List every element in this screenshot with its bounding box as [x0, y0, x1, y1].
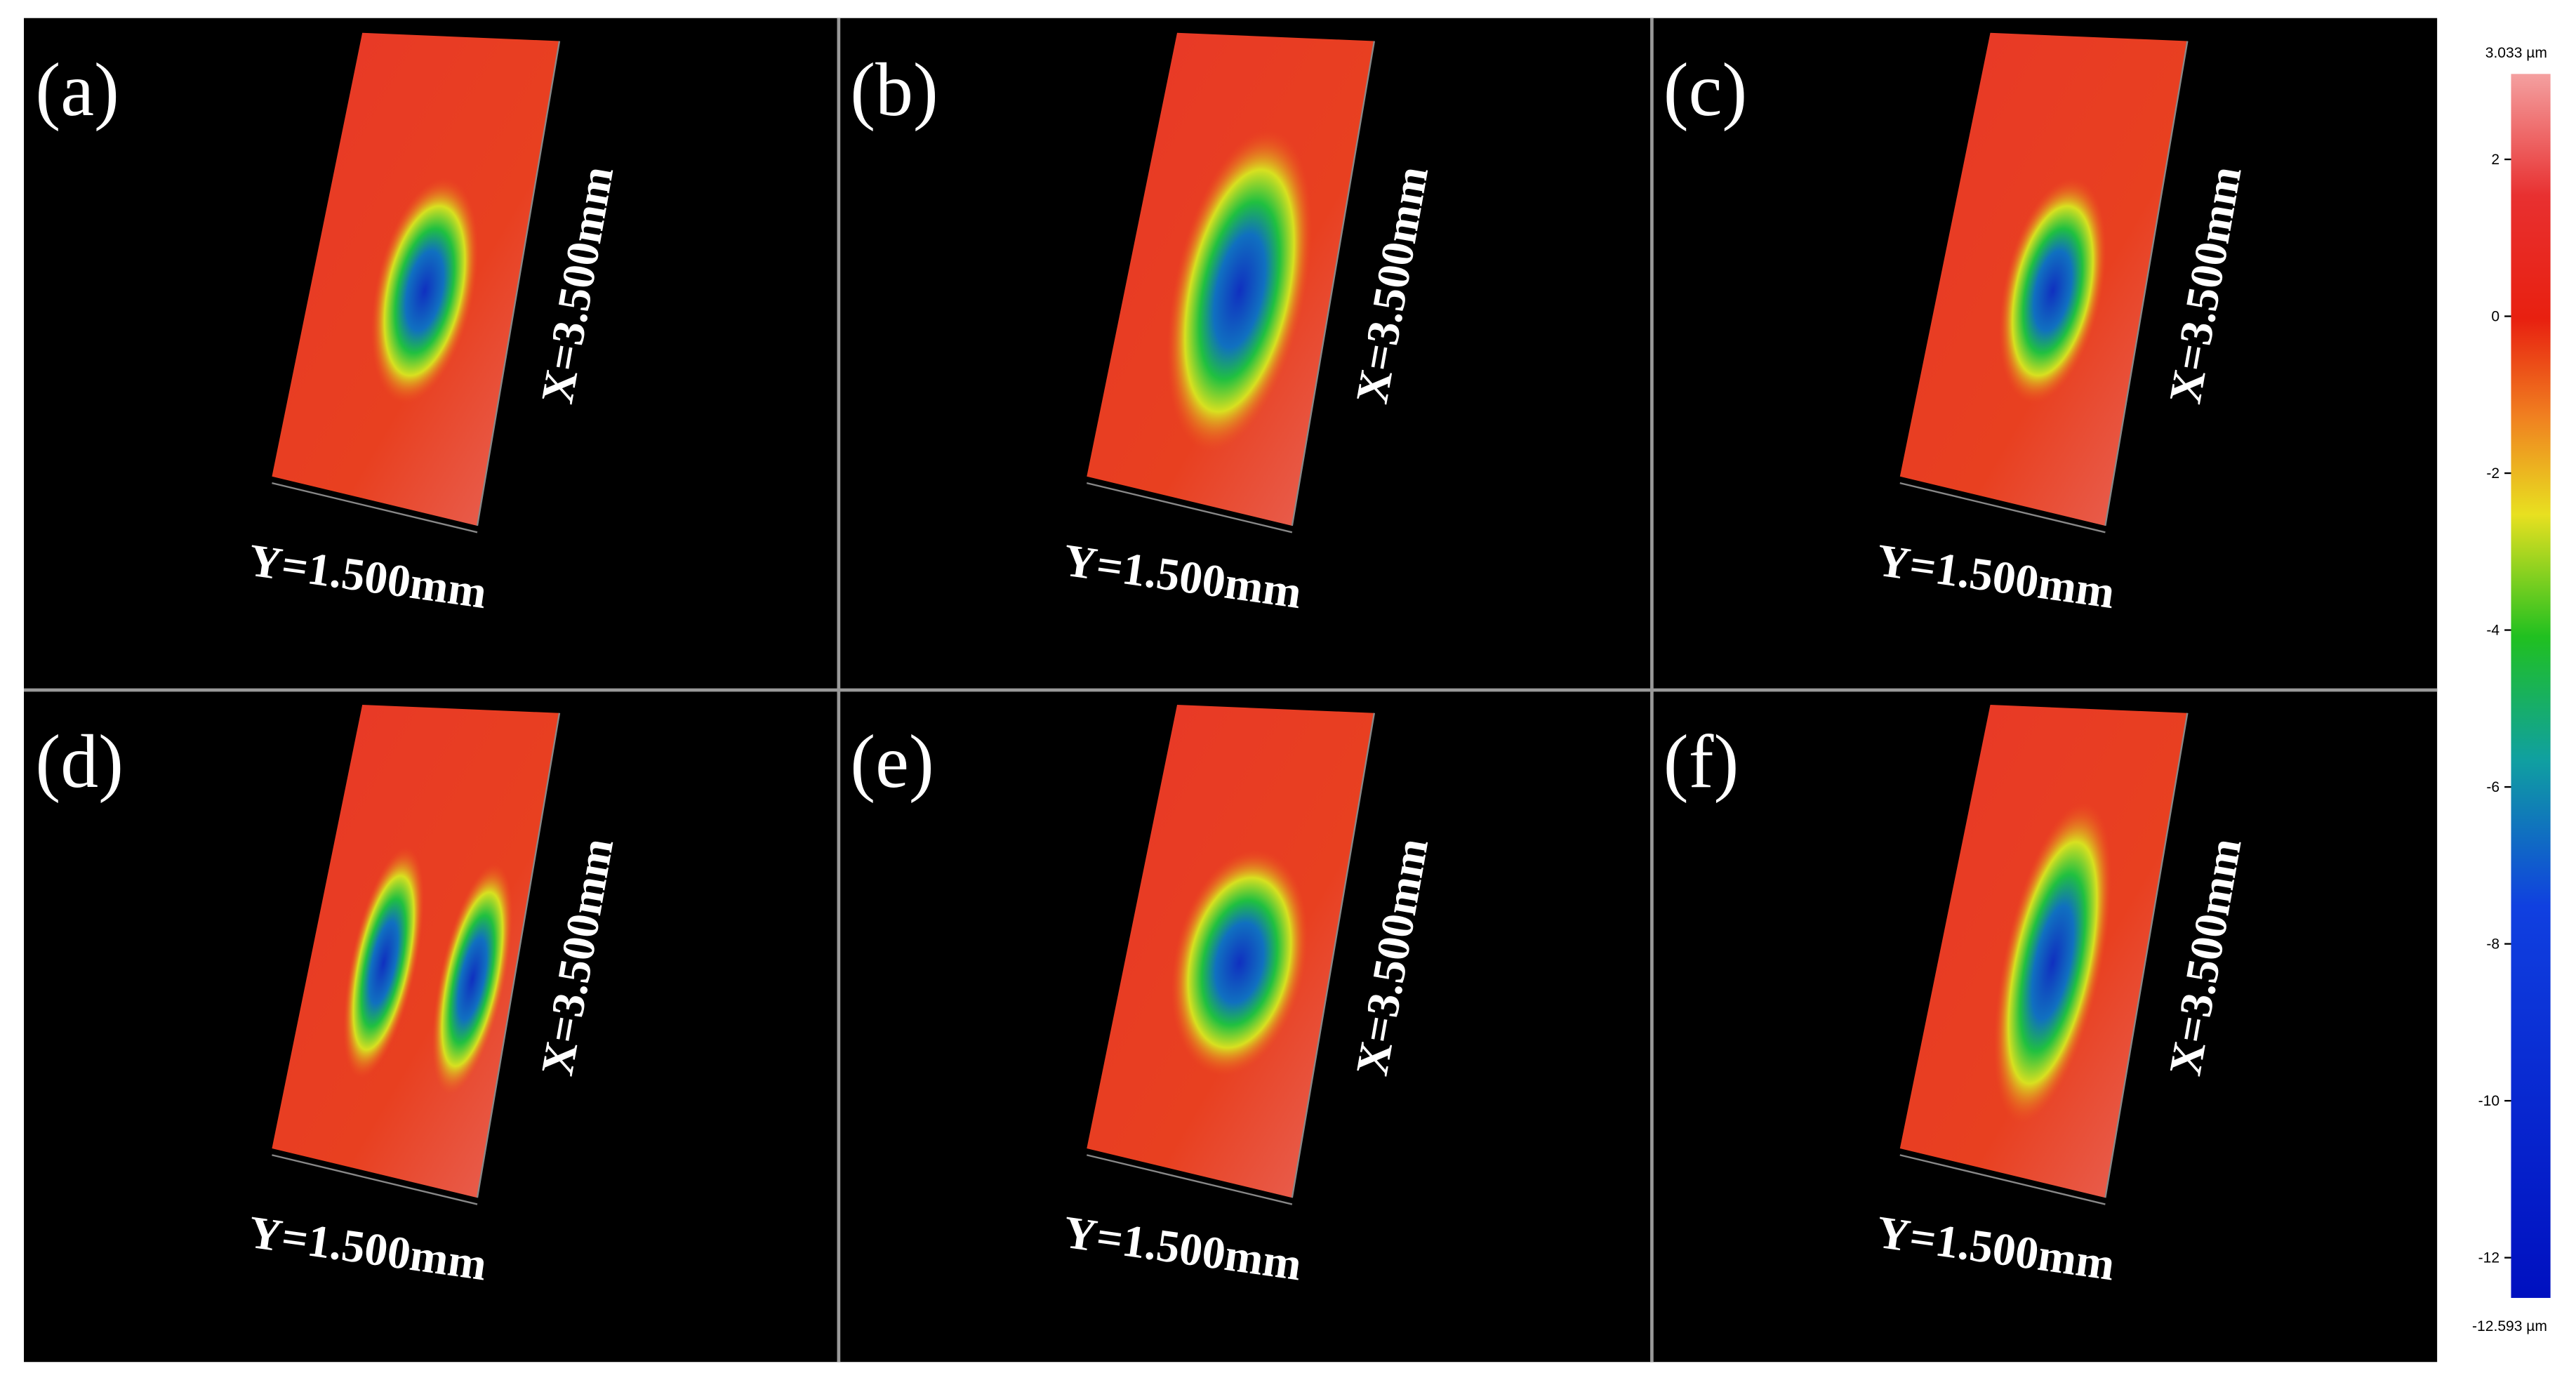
axis — [1899, 1154, 2106, 1205]
panel-label: (d) — [35, 720, 124, 804]
axis — [476, 713, 561, 1198]
panel-label: (f) — [1664, 720, 1739, 804]
depression — [1998, 178, 2107, 404]
colorbar-tick-label: -8 — [2486, 936, 2499, 953]
colorbar-tick-label: -10 — [2478, 1093, 2499, 1109]
axis — [272, 1154, 478, 1205]
colorbar-tick-label: -6 — [2486, 779, 2499, 795]
colorbar-tick-label: -12 — [2478, 1250, 2499, 1266]
panel-label: (c) — [1664, 48, 1747, 132]
depression — [1993, 802, 2112, 1124]
axis — [1291, 41, 1376, 526]
axis — [1291, 713, 1376, 1198]
depression — [371, 178, 479, 404]
colorbar-tick-label: -4 — [2486, 623, 2499, 639]
axis — [2104, 41, 2189, 526]
axis — [272, 482, 478, 534]
axis — [476, 41, 561, 526]
panel-label: (a) — [35, 48, 119, 132]
depression — [1171, 849, 1308, 1076]
colorbar — [2511, 74, 2551, 1298]
axis — [1087, 1154, 1293, 1205]
colorbar-tick-label: 0 — [2491, 309, 2499, 325]
axis — [1899, 482, 2106, 534]
depression — [1167, 129, 1313, 453]
panel-label: (b) — [850, 48, 938, 132]
depression — [343, 847, 425, 1079]
colorbar-tick-label: 2 — [2491, 152, 2499, 168]
axis — [1087, 482, 1293, 534]
panel-label: (e) — [850, 720, 934, 804]
axis — [2104, 713, 2189, 1198]
colorbar-tick-label: -2 — [2486, 465, 2499, 482]
depression — [432, 863, 513, 1096]
colorbar-max: 3.033 µm — [2485, 45, 2547, 61]
colorbar-min: -12.593 µm — [2472, 1318, 2547, 1334]
